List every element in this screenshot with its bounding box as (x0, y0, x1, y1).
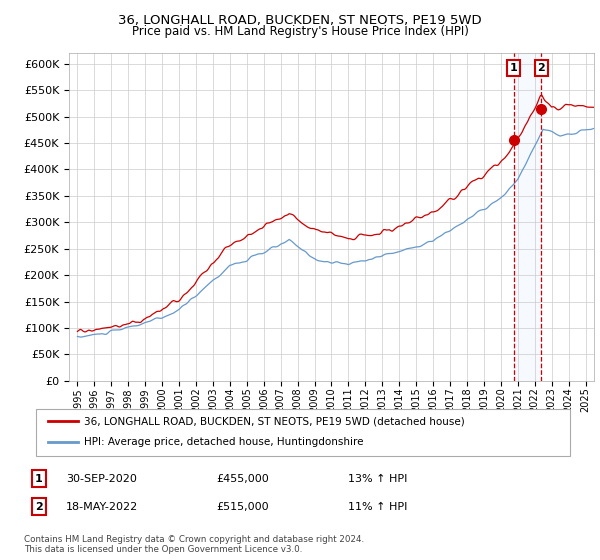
Text: 2: 2 (35, 502, 43, 512)
Text: 2: 2 (537, 63, 545, 73)
Text: £515,000: £515,000 (216, 502, 269, 512)
Text: Price paid vs. HM Land Registry's House Price Index (HPI): Price paid vs. HM Land Registry's House … (131, 25, 469, 38)
Bar (514, 53, 541, 381)
Text: 36, LONGHALL ROAD, BUCKDEN, ST NEOTS, PE19 5WD (detached house): 36, LONGHALL ROAD, BUCKDEN, ST NEOTS, PE… (84, 416, 465, 426)
Text: HPI: Average price, detached house, Huntingdonshire: HPI: Average price, detached house, Hunt… (84, 437, 364, 447)
Text: Contains HM Land Registry data © Crown copyright and database right 2024.
This d: Contains HM Land Registry data © Crown c… (24, 535, 364, 554)
Text: 1: 1 (509, 63, 517, 73)
Text: 11% ↑ HPI: 11% ↑ HPI (348, 502, 407, 512)
Text: 1: 1 (35, 474, 43, 484)
Text: 13% ↑ HPI: 13% ↑ HPI (348, 474, 407, 484)
Text: £455,000: £455,000 (216, 474, 269, 484)
Text: 30-SEP-2020: 30-SEP-2020 (66, 474, 137, 484)
Text: 18-MAY-2022: 18-MAY-2022 (66, 502, 138, 512)
Text: 36, LONGHALL ROAD, BUCKDEN, ST NEOTS, PE19 5WD: 36, LONGHALL ROAD, BUCKDEN, ST NEOTS, PE… (118, 14, 482, 27)
